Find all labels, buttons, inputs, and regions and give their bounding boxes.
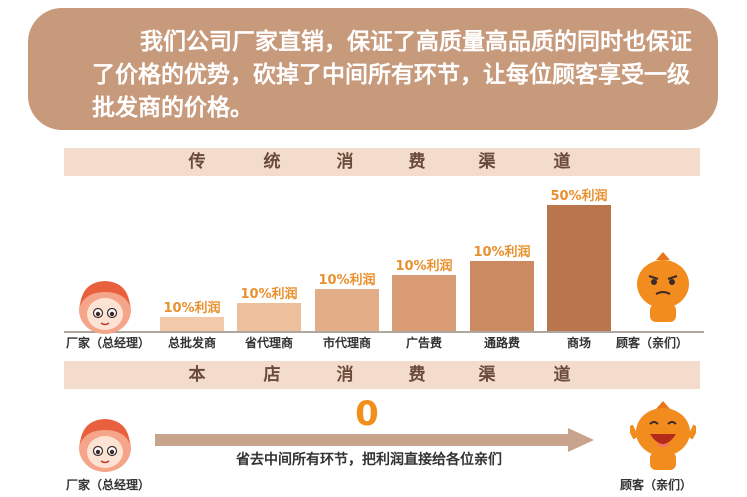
traditional-title-char-3: 费	[408, 152, 426, 172]
traditional-title-char-4: 渠	[478, 152, 496, 172]
traditional-title-char-1: 统	[263, 152, 281, 172]
stage-bar	[237, 303, 301, 331]
store-title-char-3: 费	[408, 365, 426, 385]
manufacturer-label-bottom: 厂家（总经理）	[66, 478, 151, 492]
baseline	[64, 331, 704, 333]
direct-arrow-text: 省去中间所有环节，把利润直接给各位亲们	[236, 452, 502, 468]
traditional-title-char-5: 道	[553, 152, 571, 172]
customer-label-bottom: 顾客（亲们）	[620, 478, 693, 492]
manufacturer-mascot-bottom-icon	[79, 419, 131, 472]
stage-name-label: 总批发商	[167, 336, 217, 350]
store-title-char-0: 本	[188, 365, 206, 385]
store-title-char-5: 道	[553, 365, 571, 385]
traditional-channel-title: 传统消费渠道	[64, 148, 700, 176]
stage-name-label: 通路费	[483, 336, 521, 350]
manufacturer-label-top: 厂家（总经理）	[66, 336, 151, 350]
direct-arrow-line	[155, 434, 570, 446]
store-channel-title: 本店消费渠道	[64, 361, 700, 389]
stage-markup-label: 10%利润	[395, 259, 453, 274]
traditional-channel-band: 传统消费渠道	[64, 148, 700, 176]
traditional-title-char-2: 消	[336, 152, 354, 172]
stage-name-label: 市代理商	[322, 336, 372, 350]
stage-markup-label: 10%利润	[473, 245, 531, 260]
store-channel-band: 本店消费渠道	[64, 361, 700, 389]
traditional-title-char-0: 传	[188, 152, 206, 172]
store-title-char-1: 店	[263, 365, 281, 385]
stage-name-label: 省代理商	[244, 336, 294, 350]
stage-bar	[392, 275, 456, 331]
stage-markup-label: 50%利润	[550, 189, 608, 204]
arrow-head-icon	[568, 428, 594, 452]
stage-markup-label: 10%利润	[163, 301, 221, 316]
customer-mascot-icon	[637, 252, 689, 322]
stage-bar	[315, 289, 379, 331]
stage-bar	[547, 205, 611, 331]
customer-label-top: 顾客（亲们）	[616, 336, 689, 350]
zero-markup-value: 0	[355, 394, 379, 434]
stage-name-label: 广告费	[405, 336, 443, 350]
stage-bar	[160, 317, 224, 331]
customer-happy-mascot-icon	[630, 401, 696, 470]
stage-name-label: 商场	[566, 336, 592, 350]
stage-bar	[470, 261, 534, 331]
manufacturer-mascot-icon	[79, 281, 131, 334]
stage-markup-label: 10%利润	[318, 273, 376, 288]
store-title-char-4: 渠	[478, 365, 496, 385]
store-title-char-2: 消	[336, 365, 354, 385]
intro-text: 我们公司厂家直销，保证了高质量高品质的同时也保证了价格的优势，砍掉了中间所有环节…	[92, 29, 692, 121]
intro-banner: 我们公司厂家直销，保证了高质量高品质的同时也保证了价格的优势，砍掉了中间所有环节…	[28, 8, 718, 130]
stage-markup-label: 10%利润	[240, 287, 298, 302]
